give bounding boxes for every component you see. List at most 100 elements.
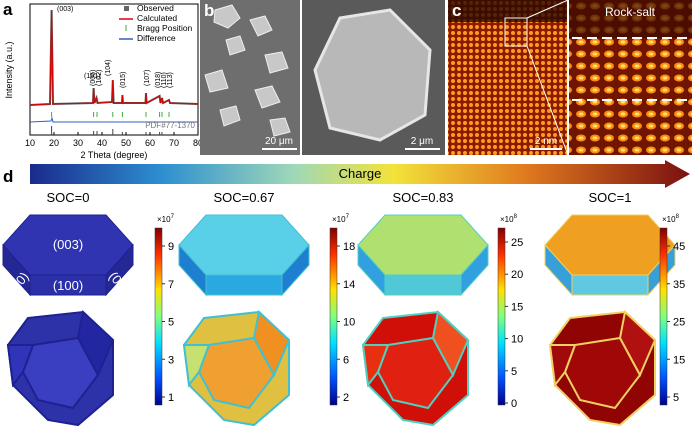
state-title: SOC=0.83 (392, 190, 453, 205)
colorbar (497, 227, 506, 406)
zoom-box (504, 17, 528, 47)
colorbar-tick-label: 15 (673, 354, 685, 366)
x-axis-label: 2 Theta (degree) (81, 150, 148, 160)
tem-image (448, 0, 567, 155)
arrow-label: Charge (339, 166, 382, 181)
colorbar-tick-label: 0 (511, 398, 517, 410)
peak-label: (101) (84, 73, 100, 80)
state: SOC=0 ×107 9 7 5 3 1 (2, 190, 175, 427)
colorbar-tick-label: 5 (673, 392, 679, 404)
prism-side (384, 274, 462, 296)
polyhedron-face (361, 344, 390, 388)
rock-salt-layer (569, 0, 692, 38)
colorbar-tick-label: 10 (511, 334, 523, 346)
polyhedron-face (618, 310, 657, 378)
legend-symbol (124, 6, 129, 11)
x-tick-label: 50 (121, 138, 131, 148)
peak-label: (104) (105, 60, 112, 76)
difference-curve (29, 116, 198, 123)
polyhedron-face (548, 344, 577, 388)
colorbar (154, 227, 163, 406)
state: SOC=0.67 ×107 18 14 10 6 2 (178, 190, 355, 427)
colorbar (329, 227, 338, 406)
scale-bar-label: 2 nm (535, 136, 557, 147)
colorbar-tick-label: 6 (343, 354, 349, 366)
x-tick-label: 40 (97, 138, 107, 148)
shape (269, 117, 291, 137)
colorbar-tick-label: 35 (673, 279, 685, 291)
shape (204, 69, 229, 93)
colorbar-tick-label: 25 (673, 317, 685, 329)
colorbar-scale: ×108 (500, 214, 518, 224)
facet-label: (100) (53, 278, 83, 293)
reference-label: PDF#77-1370 (145, 121, 195, 130)
colorbar-tick-label: 15 (511, 301, 523, 313)
x-tick-label: 10 (25, 138, 35, 148)
legend-label: Calculated (137, 13, 177, 23)
colorbar-scale: ×107 (157, 214, 175, 224)
prism-side (281, 243, 310, 297)
shape (225, 35, 246, 56)
scale-bar-label: 2 μm (411, 136, 433, 147)
panel-label: a (3, 0, 13, 19)
polyhedron-face (6, 344, 35, 388)
colorbar-tick-label: 7 (168, 279, 174, 291)
legend-label: Observed (137, 3, 174, 13)
states: SOC=0×10797531SOC=0.67×10718141062SOC=0.… (1, 190, 685, 427)
x-tick-label: 70 (169, 138, 179, 148)
charge-arrow (30, 160, 690, 188)
zoom-line (526, 0, 569, 19)
bragg-ticks (51, 112, 170, 117)
prism-side (105, 243, 134, 297)
state: SOC=1 ×108 45 35 25 15 5 (544, 190, 685, 427)
panel-b: 20 μm 2 μm b (200, 0, 445, 155)
peak-label: (006) (90, 70, 97, 86)
colorbar-tick-label: 10 (343, 317, 355, 329)
reference-bars (51, 126, 163, 135)
legend-label: Difference (137, 33, 176, 43)
colorbar-tick-label: 14 (343, 279, 355, 291)
peak-label: (110) (161, 72, 168, 88)
plot-frame (29, 3, 199, 136)
peak-label: (003) (57, 6, 73, 13)
state-title: SOC=1 (589, 190, 632, 205)
colorbar (659, 227, 668, 406)
colorbar-tick-label: 20 (511, 269, 523, 281)
polyhedron-face (182, 344, 211, 388)
facet-label: (003) (53, 237, 83, 252)
colorbar-tick-label: 3 (168, 354, 174, 366)
shape (254, 85, 281, 109)
colorbar-tick-label: 9 (168, 241, 174, 253)
prism-side (205, 274, 283, 296)
colorbar-tick-label: 45 (673, 241, 685, 253)
colorbar-tick-label: 1 (168, 392, 174, 404)
panel-label: d (3, 167, 13, 186)
zoom-line (526, 45, 569, 156)
scale-bar-label: 20 μm (265, 136, 293, 147)
colorbar-tick-label: 18 (343, 241, 355, 253)
colorbar-tick-label: 2 (343, 392, 349, 404)
x-tick-label: 80 (193, 138, 203, 148)
calculated-curve (29, 9, 199, 106)
state: SOC=0.83 ×108 25 20 15 10 5 0 (357, 190, 523, 427)
polyhedron-face (252, 310, 291, 378)
colorbar-tick-label: 5 (511, 366, 517, 378)
colorbar-tick-label: 5 (168, 317, 174, 329)
colorbar-tick-label: 25 (511, 237, 523, 249)
prism-side (571, 274, 649, 296)
shape (213, 4, 241, 29)
panel-label: b (204, 1, 214, 20)
particles (204, 4, 291, 137)
shape (249, 15, 273, 37)
polyhedron-face (76, 310, 115, 378)
panel-a: a Intensity (a.u.) 2 Theta (degree) 10 20… (3, 0, 203, 160)
panel-label: c (452, 1, 461, 20)
x-tick-label: 30 (73, 138, 83, 148)
annotation: Rock-salt (605, 5, 656, 19)
legend-label: Bragg Position (137, 23, 193, 33)
x-tick-label: 20 (49, 138, 59, 148)
y-axis-label: Intensity (a.u.) (4, 41, 14, 98)
peak-labels: (003) (101)(006) (102)(104) (015) (107) (018)… (57, 6, 174, 88)
peak-label: (018) (155, 72, 162, 88)
